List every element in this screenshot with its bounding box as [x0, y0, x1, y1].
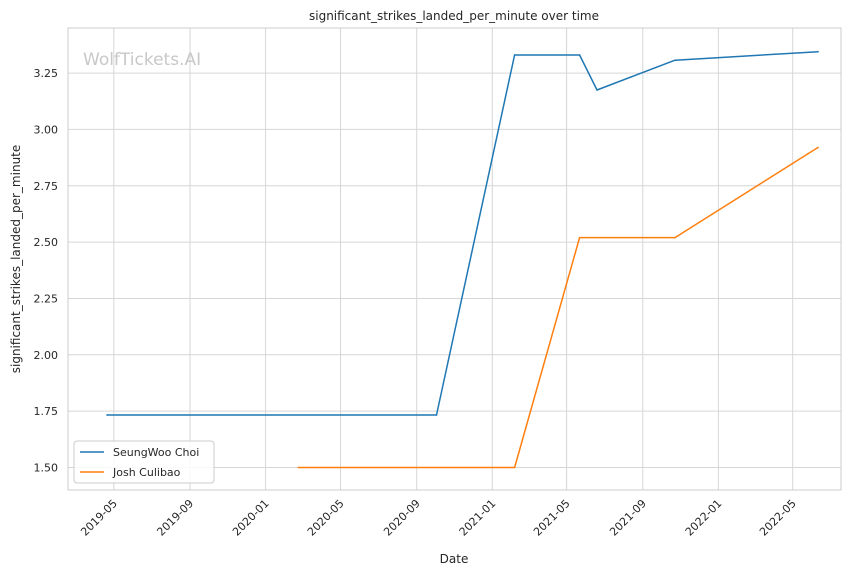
y-tick-label: 1.75 — [34, 405, 59, 418]
x-tick-label: 2019-09 — [154, 497, 196, 539]
data-point — [817, 50, 819, 53]
y-axis-label: significant_strikes_landed_per_minute — [9, 145, 23, 374]
data-point — [674, 59, 676, 62]
watermark: WolfTickets.AI — [83, 50, 201, 70]
data-point — [513, 466, 516, 469]
y-tick-label: 1.50 — [34, 461, 59, 474]
x-tick-label: 2020-05 — [305, 497, 347, 539]
chart-title: significant_strikes_landed_per_minute ov… — [309, 9, 599, 23]
legend-label-series-2: Josh Culibao — [112, 466, 181, 479]
grid — [68, 28, 841, 490]
data-point — [297, 466, 300, 469]
x-tick-label: 2022-01 — [683, 497, 725, 539]
plot-area-frame — [67, 27, 842, 491]
series-line-1 — [107, 50, 819, 416]
legend-box — [73, 440, 215, 484]
legend-label-series-1: SeungWoo Choi — [113, 446, 199, 459]
x-tick-label: 2021-01 — [457, 497, 499, 539]
x-tick-label: 2020-01 — [230, 497, 272, 539]
y-tick-label: 2.75 — [34, 180, 59, 193]
series-line-2 — [298, 146, 819, 469]
data-point — [596, 89, 598, 91]
y-tick-label: 2.00 — [34, 349, 59, 362]
y-tick-label: 3.00 — [34, 123, 59, 136]
data-point — [513, 54, 516, 56]
data-point — [435, 414, 438, 416]
x-axis-label: Date — [440, 552, 469, 566]
x-tick-label: 2021-09 — [607, 497, 649, 539]
x-tick-label: 2022-05 — [757, 497, 799, 539]
y-axis-ticks: 1.50 1.75 2.00 2.25 2.50 2.75 3.00 3.25 — [34, 67, 59, 474]
legend: SeungWoo Choi Josh Culibao — [73, 440, 215, 484]
data-point — [674, 236, 676, 239]
data-point — [578, 236, 581, 239]
x-axis-ticks: 2019-05 2019-09 2020-01 2020-05 2020-09 2021-… — [78, 497, 799, 539]
y-tick-label: 2.50 — [34, 236, 59, 249]
y-tick-label: 2.25 — [34, 292, 59, 305]
data-point — [817, 146, 819, 149]
y-tick-label: 3.25 — [34, 67, 59, 80]
data-point — [106, 414, 108, 416]
data-point — [578, 54, 581, 56]
x-tick-label: 2020-09 — [381, 497, 423, 539]
series-layer — [106, 50, 819, 469]
x-tick-label: 2019-05 — [78, 497, 120, 539]
x-tick-label: 2021-05 — [531, 497, 573, 539]
